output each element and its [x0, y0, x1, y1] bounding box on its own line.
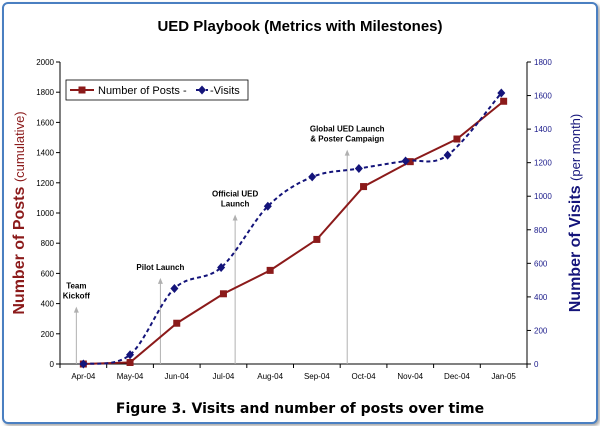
y-right-tick-label: 600 [534, 259, 548, 268]
visits-marker [401, 156, 410, 166]
posts-marker [219, 290, 227, 298]
posts-marker [453, 135, 461, 143]
axes: 0 200 400 600 800 1000 1200 1400 1600 1800 2000 0 20… [11, 58, 584, 381]
visits-marker [308, 172, 317, 182]
y-left-tick-label: 0 [50, 360, 55, 369]
y-axis-left-title-main: Number of Posts [11, 182, 28, 314]
y-right-tick-label: 400 [534, 293, 548, 302]
legend-visits-label: -Visits [210, 85, 240, 97]
legend-posts-label: Number of Posts - [98, 85, 187, 97]
visits-marker [354, 164, 363, 174]
y-right-tick-label: 1200 [534, 159, 552, 168]
y-axis-left-title-sub: (cumulative) [12, 111, 27, 182]
milestone-label: Kickoff [63, 292, 90, 301]
x-tick-label: May-04 [117, 372, 144, 381]
milestone-label: Official UED [212, 190, 258, 199]
visits-marker [126, 350, 135, 360]
visits-marker [443, 150, 452, 160]
posts-marker [360, 183, 368, 191]
y-left-tick-label: 800 [41, 239, 55, 248]
y-left-tick-label: 2000 [36, 58, 54, 67]
legend-box [65, 79, 249, 101]
y-left-tick-label: 1600 [36, 118, 54, 127]
y-right-tick-label: 1600 [534, 92, 552, 101]
y-right-tick-label: 1000 [534, 192, 552, 201]
y-left-tick-label: 1000 [36, 209, 54, 218]
x-tick-label: Sep-04 [304, 372, 330, 381]
y-axis-right-title-main: Number of Visits [567, 181, 584, 312]
x-tick-label: Jun-04 [165, 372, 190, 381]
visits-marker [263, 201, 272, 211]
posts-marker [406, 158, 414, 166]
milestone-arrow-head [73, 306, 79, 313]
y-right-tick-label: 0 [534, 360, 539, 369]
posts-marker [126, 358, 134, 366]
visits-marker [79, 359, 88, 369]
x-tick-label: Aug-04 [257, 372, 283, 381]
posts-marker [266, 266, 274, 274]
milestone-label: Pilot Launch [136, 263, 184, 272]
series-line-posts [83, 100, 505, 365]
milestone-arrow-head [157, 277, 163, 284]
figure-caption: Figure 3. Visits and number of posts ove… [115, 401, 485, 417]
x-tick-label: Jan-05 [491, 372, 516, 381]
y-left-tick-label: 600 [41, 269, 55, 278]
legend-posts-marker [78, 86, 86, 94]
milestone-label: Global UED Launch [310, 125, 385, 134]
milestone-arrow-head [344, 149, 350, 156]
y-left-tick-label: 400 [41, 300, 55, 309]
visits-marker [170, 284, 179, 293]
posts-marker [313, 235, 321, 243]
y-left-tick-label: 1800 [36, 88, 54, 97]
y-right-tick-label: 200 [534, 326, 548, 335]
x-tick-label: Dec-04 [444, 372, 470, 381]
y-left-tick-label: 200 [41, 330, 55, 339]
y-right-tick-label: 1800 [534, 58, 552, 67]
visits-marker [497, 88, 506, 98]
posts-marker [173, 319, 181, 327]
visits-marker [217, 263, 226, 273]
milestone-label: & Poster Campaign [310, 135, 384, 144]
milestone-label: Team [66, 282, 86, 291]
series-line-visits [83, 92, 503, 365]
x-tick-label: Nov-04 [397, 372, 423, 381]
x-tick-label: Oct-04 [352, 372, 377, 381]
y-left-tick-label: 1400 [36, 149, 54, 158]
x-tick-label: Jul-04 [213, 372, 235, 381]
y-axis-right-title-sub: (per month) [568, 114, 583, 181]
chart-title: UED Playbook (Metrics with Milestones) [157, 18, 442, 35]
y-axis-right-title: Number of Visits (per month) [567, 114, 584, 313]
posts-marker [500, 97, 508, 105]
y-right-tick-label: 800 [534, 226, 548, 235]
legend-visits-marker [198, 85, 206, 95]
x-tick-label: Apr-04 [71, 372, 96, 381]
milestone-label: Launch [221, 200, 250, 209]
series [79, 88, 508, 369]
y-left-tick-label: 1200 [36, 179, 54, 188]
y-right-tick-label: 1400 [534, 125, 552, 134]
y-axis-left-title: Number of Posts (cumulative) [11, 111, 28, 314]
milestone-arrow-head [232, 214, 238, 221]
legend: Number of Posts - -Visits [65, 79, 249, 101]
